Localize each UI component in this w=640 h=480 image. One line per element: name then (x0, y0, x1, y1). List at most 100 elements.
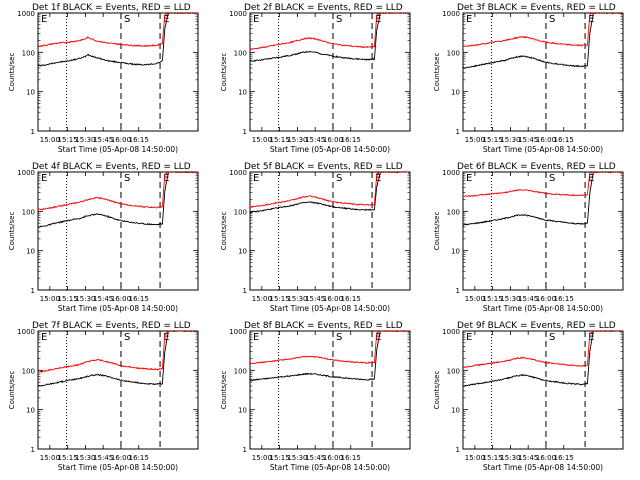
annotation-e: E (466, 173, 472, 184)
y-axis-label: Counts/sec (433, 212, 441, 251)
plot-frame (37, 12, 199, 132)
x-tick-label: 16:00 (536, 295, 556, 303)
x-tick-label: 15:15 (270, 295, 290, 303)
x-tick-label: 15:30 (500, 454, 520, 462)
x-tick-label: 16:15 (129, 295, 149, 303)
x-tick-label: 16:15 (341, 454, 361, 462)
series-lld-line (250, 172, 410, 208)
annotation-s: S (336, 173, 342, 184)
annotation-s: S (549, 14, 555, 25)
series-lld-line (38, 13, 198, 48)
x-tick-label: 15:15 (270, 454, 290, 462)
x-tick-label: 15:15 (483, 136, 503, 144)
x-tick-label: 15:15 (58, 295, 78, 303)
panel-title: Det 5f BLACK = Events, RED = LLD (244, 162, 403, 172)
annotation-e: E (41, 332, 47, 343)
panel-det-5: Det 5f BLACK = Events, RED = LLD 1 10 100 10… (220, 162, 411, 313)
panel-title: Det 6f BLACK = Events, RED = LLD (457, 162, 616, 172)
x-tick-label: 16:15 (341, 295, 361, 303)
x-tick-label: 16:00 (323, 136, 343, 144)
y-tick-label: 1 (456, 287, 460, 295)
y-tick-label: 1 (243, 446, 247, 454)
y-tick-label: 1000 (229, 169, 247, 177)
y-tick-label: 1 (243, 128, 247, 136)
x-tick-label: 15:45 (518, 136, 538, 144)
panel-title: Det 9f BLACK = Events, RED = LLD (457, 321, 616, 331)
plot-frame (249, 171, 411, 291)
y-tick-label: 100 (447, 208, 460, 216)
x-tick-label: 15:45 (518, 295, 538, 303)
x-tick-label: 16:15 (341, 136, 361, 144)
series-lld-line (38, 331, 198, 374)
series-lld-line (250, 331, 410, 365)
series-events-line (463, 13, 623, 70)
annotation-s: S (336, 14, 342, 25)
annotation-e: E (588, 14, 594, 25)
annotation-e: E (163, 173, 169, 184)
annotation-s: S (336, 332, 342, 343)
annotation-e: E (41, 14, 47, 25)
series-events-line (38, 13, 198, 67)
x-tick-label: 15:45 (93, 136, 113, 144)
x-tick-label: 15:00 (465, 295, 485, 303)
series-group (250, 13, 410, 62)
y-tick-label: 1000 (229, 10, 247, 18)
series-group (38, 331, 198, 387)
x-tick-label: 15:30 (287, 136, 307, 144)
series-lld-line (38, 172, 198, 211)
x-tick-label: 16:00 (111, 136, 131, 144)
y-tick-label: 1000 (17, 169, 35, 177)
annotation-s: S (549, 173, 555, 184)
y-axis-label: Counts/sec (8, 53, 16, 92)
x-axis-label: Start Time (05-Apr-08 14:50:00) (58, 145, 178, 154)
y-tick-label: 10 (26, 248, 35, 256)
series-events-line (463, 331, 623, 387)
annotation-e: E (466, 332, 472, 343)
annotation-e: E (588, 173, 594, 184)
panel-det-6: Det 6f BLACK = Events, RED = LLD 1 10 100 10… (433, 162, 624, 313)
x-tick-label: 16:00 (323, 295, 343, 303)
series-lld-line (463, 331, 623, 369)
y-tick-label: 10 (26, 89, 35, 97)
annotation-e: E (375, 14, 381, 25)
x-axis-label: Start Time (05-Apr-08 14:50:00) (58, 304, 178, 313)
x-tick-label: 15:45 (93, 295, 113, 303)
panel-title: Det 7f BLACK = Events, RED = LLD (32, 321, 191, 331)
x-tick-label: 15:30 (75, 295, 95, 303)
y-tick-label: 100 (234, 208, 247, 216)
panel-title: Det 8f BLACK = Events, RED = LLD (244, 321, 403, 331)
x-tick-label: 16:00 (536, 454, 556, 462)
y-tick-label: 100 (447, 49, 460, 57)
series-events-line (38, 172, 198, 228)
x-tick-label: 16:15 (554, 295, 574, 303)
annotation-e: E (253, 332, 259, 343)
x-tick-label: 15:00 (40, 136, 60, 144)
y-tick-label: 10 (451, 248, 460, 256)
y-tick-label: 100 (234, 367, 247, 375)
x-tick-label: 15:45 (93, 454, 113, 462)
x-axis-label: Start Time (05-Apr-08 14:50:00) (270, 304, 390, 313)
series-group (250, 331, 410, 382)
panel-det-7: Det 7f BLACK = Events, RED = LLD 1 10 100 10… (8, 321, 199, 472)
annotation-s: S (124, 173, 130, 184)
y-axis-label: Counts/sec (8, 212, 16, 251)
x-axis-label: Start Time (05-Apr-08 14:50:00) (483, 304, 603, 313)
y-tick-label: 1000 (17, 328, 35, 336)
annotation-e: E (375, 332, 381, 343)
y-tick-label: 10 (26, 407, 35, 415)
panel-title: Det 1f BLACK = Events, RED = LLD (32, 3, 191, 13)
y-tick-label: 100 (22, 367, 35, 375)
y-tick-label: 10 (451, 89, 460, 97)
panel-title: Det 4f BLACK = Events, RED = LLD (32, 162, 191, 172)
y-axis-label: Counts/sec (220, 212, 228, 251)
series-lld-line (250, 13, 410, 51)
x-axis-label: Start Time (05-Apr-08 14:50:00) (58, 463, 178, 472)
x-tick-label: 16:15 (554, 136, 574, 144)
x-tick-label: 15:45 (305, 454, 325, 462)
x-tick-label: 15:00 (252, 454, 272, 462)
annotation-e: E (588, 332, 594, 343)
plot-frame (249, 12, 411, 132)
y-tick-label: 100 (22, 49, 35, 57)
y-tick-label: 1 (31, 287, 35, 295)
